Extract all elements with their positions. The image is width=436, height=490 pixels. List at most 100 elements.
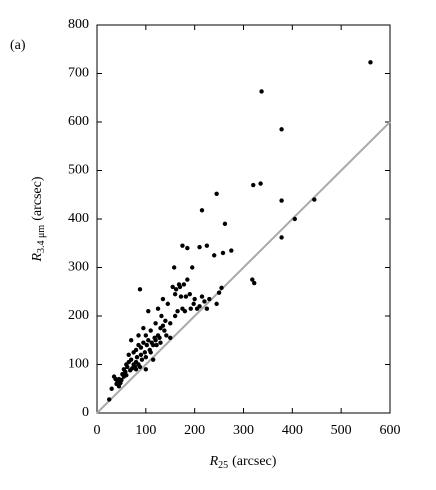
data-point xyxy=(259,89,264,94)
data-point xyxy=(172,313,178,319)
x-label-subscript: 25 xyxy=(218,460,228,471)
data-point xyxy=(182,308,188,314)
x-axis-label: R25 (arcsec) xyxy=(209,454,277,471)
data-point xyxy=(144,342,150,348)
y-tick-label: 200 xyxy=(68,308,89,323)
data-point xyxy=(133,367,139,372)
data-point xyxy=(124,372,129,378)
data-point xyxy=(165,301,171,307)
data-point xyxy=(162,328,167,333)
data-point xyxy=(222,221,228,227)
data-point xyxy=(128,338,134,343)
data-point xyxy=(128,357,134,362)
x-tick-label: 0 xyxy=(94,423,101,438)
data-point xyxy=(216,290,222,295)
data-point xyxy=(251,182,256,188)
panel-label: (a) xyxy=(10,38,26,53)
data-point xyxy=(155,306,161,311)
data-point xyxy=(219,285,224,291)
data-point xyxy=(148,328,153,333)
data-point xyxy=(119,377,124,383)
data-point xyxy=(148,350,153,355)
data-point xyxy=(214,301,219,307)
data-point xyxy=(107,397,112,402)
x-tick-label: 200 xyxy=(184,423,205,438)
data-point xyxy=(137,287,143,292)
data-point xyxy=(143,367,149,372)
data-point xyxy=(138,352,144,357)
data-point xyxy=(137,364,143,370)
data-point xyxy=(153,338,158,343)
y-tick-label: 500 xyxy=(68,163,89,178)
data-point xyxy=(252,280,257,286)
data-point xyxy=(153,321,158,326)
x-tick-label: 600 xyxy=(380,423,401,438)
data-point xyxy=(136,333,141,338)
data-point xyxy=(199,208,205,213)
data-point xyxy=(125,364,130,370)
data-point xyxy=(207,296,212,302)
data-point xyxy=(158,340,163,345)
data-point xyxy=(157,335,162,341)
data-point xyxy=(312,197,317,202)
data-point xyxy=(170,284,175,290)
data-point xyxy=(185,245,190,251)
y-tick-label: 700 xyxy=(68,66,89,81)
data-point xyxy=(123,369,128,374)
data-point xyxy=(181,282,187,287)
data-point xyxy=(141,325,146,331)
data-point xyxy=(154,342,159,348)
data-point xyxy=(197,244,202,250)
data-point xyxy=(214,191,219,196)
data-point xyxy=(171,265,177,270)
y-axis-label: R3.4 μm (arcsec) xyxy=(30,176,47,262)
data-point xyxy=(164,333,169,338)
data-point xyxy=(160,296,166,302)
data-point xyxy=(202,299,207,304)
data-point xyxy=(177,284,183,290)
data-point xyxy=(187,291,192,297)
y-tick-label: 0 xyxy=(82,405,89,420)
data-point xyxy=(279,127,284,132)
data-point xyxy=(134,355,140,360)
y-tick-label: 300 xyxy=(68,260,89,275)
data-point xyxy=(143,333,149,338)
x-tick-label: 400 xyxy=(282,423,303,438)
data-point xyxy=(109,386,114,391)
data-point xyxy=(126,352,131,357)
data-point xyxy=(204,243,210,248)
data-point xyxy=(220,250,226,256)
x-tick-label: 100 xyxy=(135,423,156,438)
data-point xyxy=(160,323,166,328)
x-label-unit: (arcsec) xyxy=(232,454,277,469)
data-point xyxy=(212,253,217,258)
data-point xyxy=(163,318,168,324)
data-point xyxy=(138,345,144,350)
data-point xyxy=(141,340,146,345)
data-point xyxy=(150,357,156,362)
y-label-symbol: R xyxy=(30,253,45,263)
data-point xyxy=(150,342,156,348)
data-point xyxy=(172,291,178,297)
x-label-symbol: R xyxy=(209,454,219,469)
data-point xyxy=(159,313,164,319)
x-tick-label: 300 xyxy=(233,423,254,438)
data-point xyxy=(279,235,284,240)
y-label-unit: (arcsec) xyxy=(30,176,45,221)
data-point xyxy=(168,321,173,326)
data-point xyxy=(368,60,373,65)
y-tick-label: 400 xyxy=(68,211,89,226)
reference-line xyxy=(96,121,391,414)
x-tick-label: 500 xyxy=(331,423,352,438)
data-point xyxy=(190,265,195,270)
data-point xyxy=(175,308,180,314)
data-point xyxy=(146,338,151,343)
data-point xyxy=(258,181,263,186)
data-point xyxy=(185,277,190,282)
data-point xyxy=(279,198,284,203)
data-point xyxy=(168,335,173,341)
data-point xyxy=(146,308,151,314)
y-tick-label: 600 xyxy=(68,114,89,129)
